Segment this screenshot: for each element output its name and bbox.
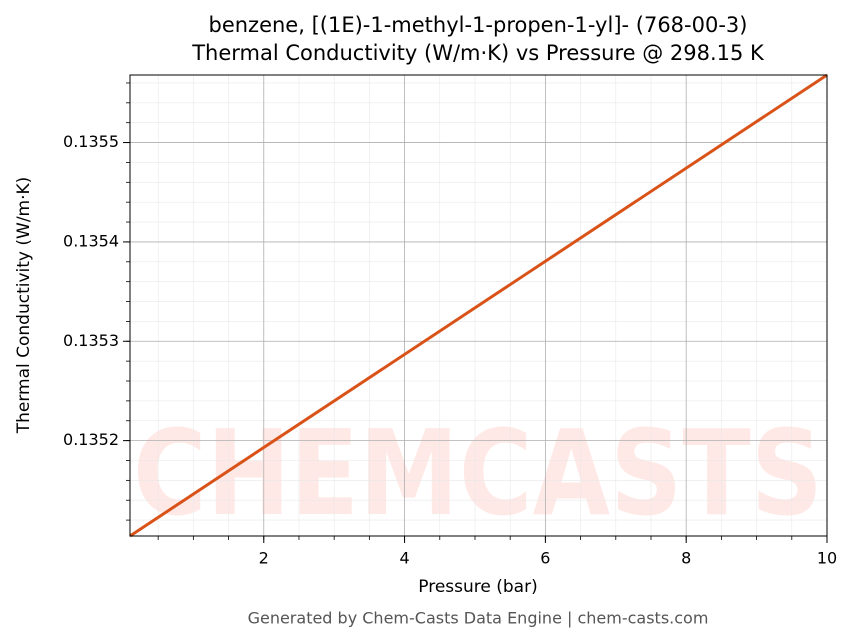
chart-subtitle: Thermal Conductivity (W/m·K) vs Pressure… — [191, 41, 765, 65]
x-tick-label: 2 — [259, 549, 269, 568]
footer: Generated by Chem-Casts Data Engine | ch… — [248, 609, 709, 628]
plot-frame — [129, 74, 828, 537]
y-tick-label: 0.1352 — [63, 430, 119, 449]
x-tick-label: 8 — [681, 549, 691, 568]
x-tick-label: 4 — [399, 549, 409, 568]
x-tick-label: 10 — [817, 549, 837, 568]
y-axis-label: Thermal Conductivity (W/m·K) — [14, 177, 34, 435]
watermark: CHEMCASTS — [133, 404, 823, 542]
y-tick-label: 0.1354 — [63, 231, 119, 250]
chart-title: benzene, [(1E)-1-methyl-1-propen-1-yl]- … — [209, 13, 748, 37]
y-tick-label: 0.1353 — [63, 331, 119, 350]
x-tick-label: 6 — [540, 549, 550, 568]
x-axis-label: Pressure (bar) — [418, 577, 537, 597]
data-line — [129, 73, 828, 538]
y-tick-label: 0.1355 — [63, 132, 119, 151]
